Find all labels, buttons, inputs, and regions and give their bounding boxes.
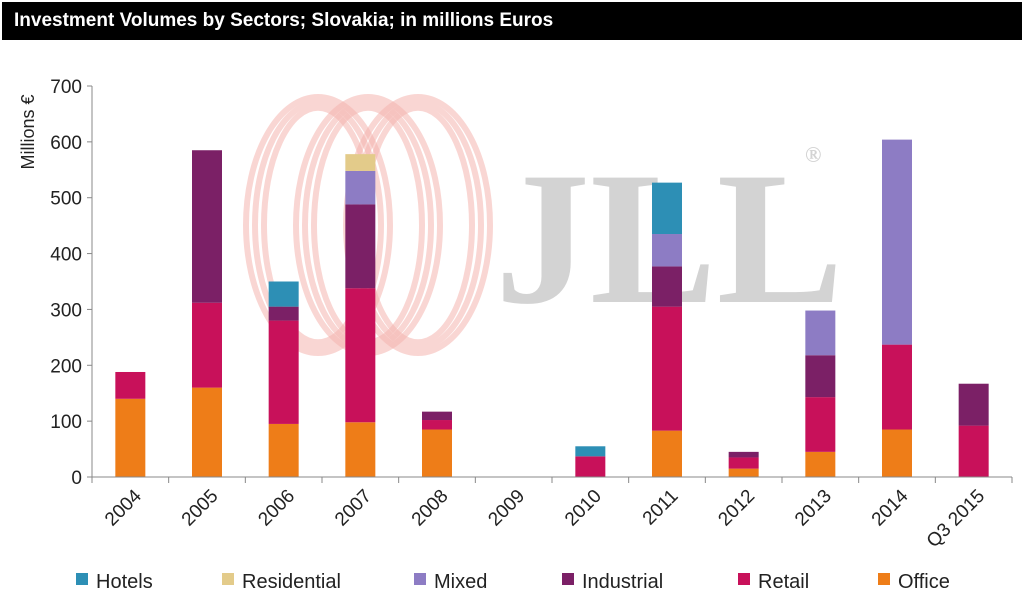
- legend-swatch: [76, 573, 88, 585]
- bar-segment-industrial-q3-2015: [958, 383, 989, 426]
- y-tick-label: 0: [71, 468, 82, 489]
- bar-segment-mixed-2007: [345, 170, 376, 205]
- bar-segment-industrial-2008: [422, 411, 452, 421]
- x-tick-label: 2005: [178, 486, 223, 531]
- bar-segment-industrial-2005: [192, 150, 222, 303]
- bar-segment-office-2012: [728, 468, 759, 477]
- legend-item-mixed: Mixed: [414, 571, 487, 593]
- bar-segment-office-2007: [345, 422, 376, 477]
- legend-label: Residential: [242, 571, 341, 593]
- y-axis-label: Millions €: [18, 94, 38, 169]
- legend-item-retail: Retail: [738, 571, 809, 593]
- legend-item-industrial: Industrial: [562, 571, 663, 593]
- bar-segment-industrial-2006: [268, 306, 299, 321]
- bar-segment-hotels-2010: [575, 446, 606, 457]
- bar-segment-office-2005: [192, 387, 222, 477]
- y-tick-label: 100: [50, 412, 82, 433]
- bar-segment-mixed-2014: [882, 139, 912, 345]
- x-tick-label: 2008: [408, 486, 453, 531]
- y-tick-label: 300: [50, 300, 82, 321]
- bars-group: [115, 139, 989, 477]
- bar-segment-office-2004: [115, 398, 146, 477]
- jll-watermark-logo: JLL®: [243, 94, 843, 356]
- legend-label: Office: [898, 571, 950, 593]
- bar-segment-office-2014: [882, 429, 912, 477]
- y-tick-label: 500: [50, 189, 82, 210]
- x-tick-label: 2007: [331, 486, 376, 531]
- legend-swatch: [738, 573, 750, 585]
- bar-segment-retail-2013: [805, 397, 836, 452]
- legend-swatch: [562, 573, 574, 585]
- y-tick-label: 600: [50, 133, 82, 154]
- bar-segment-retail-2007: [345, 288, 376, 423]
- bar-segment-retail-2004: [115, 371, 146, 399]
- bar-segment-industrial-2007: [345, 204, 376, 289]
- x-tick-label: 2006: [254, 486, 299, 531]
- legend-item-hotels: Hotels: [76, 571, 153, 593]
- bar-segment-office-2013: [805, 451, 836, 477]
- bar-segment-retail-2008: [422, 420, 452, 430]
- x-tick-label: 2012: [714, 486, 759, 531]
- bar-segment-hotels-2006: [268, 281, 299, 307]
- x-tick-label: 2004: [101, 485, 146, 530]
- legend: Hotels Residential Mixed Industrial Retail Of…: [76, 571, 950, 593]
- y-tick-label: 400: [50, 245, 82, 266]
- x-tick-label: 2009: [484, 486, 529, 531]
- x-tick-label: Q3 2015: [923, 486, 989, 552]
- legend-label: Industrial: [582, 571, 663, 593]
- bar-segment-retail-2005: [192, 302, 222, 388]
- legend-swatch: [414, 573, 426, 585]
- bar-segment-retail-2006: [268, 320, 299, 424]
- bar-segment-office-2008: [422, 429, 452, 477]
- bar-segment-industrial-2013: [805, 355, 836, 398]
- legend-swatch: [222, 573, 234, 585]
- bar-segment-retail-2014: [882, 344, 912, 430]
- legend-swatch: [878, 573, 890, 585]
- bar-segment-industrial-2012: [728, 451, 759, 458]
- bar-segment-office-2006: [268, 423, 299, 477]
- legend-item-residential: Residential: [222, 571, 341, 593]
- bar-segment-industrial-2011: [652, 266, 682, 307]
- legend-label: Hotels: [96, 571, 153, 593]
- bar-segment-mixed-2011: [652, 234, 682, 267]
- x-tick-label: 2014: [868, 485, 913, 530]
- legend-item-office: Office: [878, 571, 950, 593]
- bar-segment-retail-q3-2015: [958, 425, 989, 477]
- bar-segment-hotels-2011: [652, 182, 682, 235]
- x-tick-label: 2013: [791, 486, 836, 531]
- bar-segment-mixed-2013: [805, 310, 836, 356]
- bar-segment-retail-2012: [728, 457, 759, 469]
- bar-segment-retail-2011: [652, 306, 682, 431]
- y-tick-label: 700: [50, 77, 82, 98]
- x-tick-label: 2010: [561, 486, 606, 531]
- y-tick-label: 200: [50, 356, 82, 377]
- title-bar: Investment Volumes by Sectors; Slovakia;…: [2, 2, 1022, 40]
- bar-segment-office-2011: [652, 430, 682, 477]
- watermark-registered-mark: ®: [805, 142, 821, 167]
- legend-label: Retail: [758, 571, 809, 593]
- x-tick-label: 2011: [639, 486, 683, 530]
- bar-segment-residential-2007: [345, 154, 376, 171]
- bar-segment-retail-2010: [575, 456, 606, 477]
- legend-label: Mixed: [434, 571, 487, 593]
- chart-title: Investment Volumes by Sectors; Slovakia;…: [14, 10, 554, 31]
